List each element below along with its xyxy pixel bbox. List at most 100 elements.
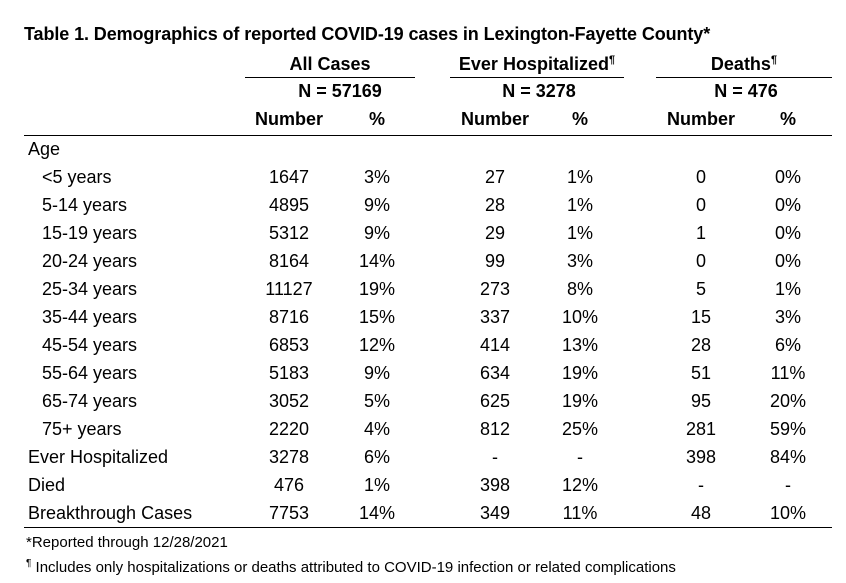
cell-hosp-percent: 3% bbox=[566, 251, 593, 271]
n-all-cases: N = 57169 bbox=[298, 81, 382, 101]
cell-hosp-percent: 1% bbox=[566, 223, 593, 243]
cell-deaths-percent: 3% bbox=[774, 307, 801, 327]
group-header-label: Deaths bbox=[710, 54, 771, 74]
table-row: 20-24 years 8164 14% 99 3% 0 0% bbox=[0, 247, 846, 275]
subheader-number: Number bbox=[460, 109, 529, 129]
cell-deaths-number: 48 bbox=[690, 503, 712, 523]
row-label: 45-54 years bbox=[42, 335, 138, 355]
table-title: Table 1. Demographics of reported COVID-… bbox=[24, 24, 711, 44]
cell-all-percent: 9% bbox=[363, 363, 390, 383]
cell-all-percent: 9% bbox=[363, 223, 390, 243]
row-label: 35-44 years bbox=[42, 307, 138, 327]
subheader-percent: % bbox=[779, 109, 796, 129]
cell-all-number: 3278 bbox=[268, 447, 310, 467]
cell-deaths-number: 51 bbox=[690, 363, 712, 383]
cell-hosp-number: 27 bbox=[484, 167, 506, 187]
n-ever-hospitalized: N = 3278 bbox=[502, 81, 576, 101]
cell-all-percent: 1% bbox=[363, 475, 390, 495]
subheader-number: Number bbox=[254, 109, 323, 129]
cell-hosp-number: 398 bbox=[479, 475, 511, 495]
cell-all-percent: 3% bbox=[363, 167, 390, 187]
cell-hosp-percent: 11% bbox=[562, 503, 598, 523]
cell-hosp-number: 812 bbox=[479, 419, 511, 439]
cell-deaths-number: 5 bbox=[695, 279, 706, 299]
group-header-ever-hospitalized: Ever Hospitalized¶ bbox=[450, 51, 624, 78]
cell-all-number: 3052 bbox=[268, 391, 310, 411]
cell-deaths-percent: - bbox=[785, 475, 791, 495]
cell-deaths-number: 398 bbox=[685, 447, 717, 467]
cell-hosp-number: 337 bbox=[479, 307, 511, 327]
group-header-all-cases: All Cases bbox=[245, 51, 415, 78]
table-row: 35-44 years 8716 15% 337 10% 15 3% bbox=[0, 303, 846, 331]
table-row: Ever Hospitalized 3278 6% - - 398 84% bbox=[0, 443, 846, 471]
footnote-hospitalizations: ¶ Includes only hospitalizations or deat… bbox=[26, 558, 676, 577]
cell-hosp-number: 273 bbox=[479, 279, 511, 299]
cell-all-number: 4895 bbox=[268, 195, 310, 215]
cell-hosp-percent: 12% bbox=[561, 475, 599, 495]
cell-all-percent: 14% bbox=[358, 503, 396, 523]
cell-all-percent: 12% bbox=[358, 335, 396, 355]
cell-deaths-percent: 0% bbox=[774, 251, 801, 271]
table-row: 5-14 years 4895 9% 28 1% 0 0% bbox=[0, 191, 846, 219]
cell-all-number: 5312 bbox=[268, 223, 310, 243]
cell-all-number: 8716 bbox=[268, 307, 310, 327]
cell-hosp-percent: 13% bbox=[561, 335, 599, 355]
row-label: 15-19 years bbox=[42, 223, 138, 243]
table-row: <5 years 1647 3% 27 1% 0 0% bbox=[0, 163, 846, 191]
cell-deaths-percent: 6% bbox=[774, 335, 801, 355]
cell-all-percent: 15% bbox=[358, 307, 396, 327]
cell-hosp-number: 634 bbox=[479, 363, 511, 383]
cell-deaths-number: 95 bbox=[690, 391, 712, 411]
cell-all-number: 11127 bbox=[265, 279, 313, 299]
row-label: 25-34 years bbox=[42, 279, 138, 299]
cell-deaths-percent: 0% bbox=[774, 167, 801, 187]
row-label: <5 years bbox=[42, 167, 112, 187]
table-row: 65-74 years 3052 5% 625 19% 95 20% bbox=[0, 387, 846, 415]
row-label: Breakthrough Cases bbox=[28, 503, 193, 523]
table-row: Breakthrough Cases 7753 14% 349 11% 48 1… bbox=[0, 499, 846, 527]
cell-deaths-number: - bbox=[698, 475, 704, 495]
group-header-label: Ever Hospitalized bbox=[458, 54, 609, 74]
cell-all-percent: 9% bbox=[363, 195, 390, 215]
cell-hosp-number: 414 bbox=[479, 335, 511, 355]
cell-hosp-number: - bbox=[492, 447, 498, 467]
cell-deaths-number: 1 bbox=[695, 223, 706, 243]
table-row: 25-34 years 11127 19% 273 8% 5 1% bbox=[0, 275, 846, 303]
cell-deaths-percent: 1% bbox=[774, 279, 801, 299]
cell-hosp-number: 625 bbox=[479, 391, 511, 411]
pilcrow-mark: ¶ bbox=[26, 558, 32, 569]
cell-deaths-percent: 0% bbox=[774, 223, 801, 243]
footnote-reported-through: *Reported through 12/28/2021 bbox=[26, 534, 228, 551]
footnote-text: Includes only hospitalizations or deaths… bbox=[31, 559, 676, 576]
cell-hosp-percent: 19% bbox=[561, 363, 599, 383]
cell-hosp-percent: 1% bbox=[566, 195, 593, 215]
table-row: 45-54 years 6853 12% 414 13% 28 6% bbox=[0, 331, 846, 359]
pilcrow-mark: ¶ bbox=[770, 54, 778, 66]
cell-all-percent: 19% bbox=[358, 279, 396, 299]
cell-hosp-percent: 25% bbox=[561, 419, 599, 439]
group-header-deaths: Deaths¶ bbox=[656, 51, 832, 78]
cell-all-percent: 6% bbox=[363, 447, 390, 467]
cell-hosp-percent: 19% bbox=[561, 391, 599, 411]
cell-deaths-number: 281 bbox=[685, 419, 717, 439]
cell-all-number: 7753 bbox=[268, 503, 310, 523]
cell-all-percent: 14% bbox=[358, 251, 396, 271]
cell-all-number: 8164 bbox=[268, 251, 310, 271]
cell-all-percent: 5% bbox=[363, 391, 390, 411]
cell-deaths-number: 15 bbox=[690, 307, 712, 327]
header-rule bbox=[24, 135, 832, 136]
n-deaths: N = 476 bbox=[714, 81, 778, 101]
cell-all-number: 6853 bbox=[268, 335, 310, 355]
cell-hosp-number: 28 bbox=[484, 195, 506, 215]
cell-deaths-number: 28 bbox=[690, 335, 712, 355]
cell-hosp-number: 29 bbox=[484, 223, 506, 243]
cell-deaths-percent: 11% bbox=[770, 363, 806, 383]
table-row: 75+ years 2220 4% 812 25% 281 59% bbox=[0, 415, 846, 443]
table-row: 55-64 years 5183 9% 634 19% 51 11% bbox=[0, 359, 846, 387]
age-heading-row: Age bbox=[0, 135, 846, 163]
row-label: 75+ years bbox=[42, 419, 122, 439]
cell-hosp-number: 99 bbox=[484, 251, 506, 271]
age-heading: Age bbox=[28, 139, 61, 159]
row-label: 55-64 years bbox=[42, 363, 138, 383]
cell-hosp-percent: - bbox=[577, 447, 583, 467]
